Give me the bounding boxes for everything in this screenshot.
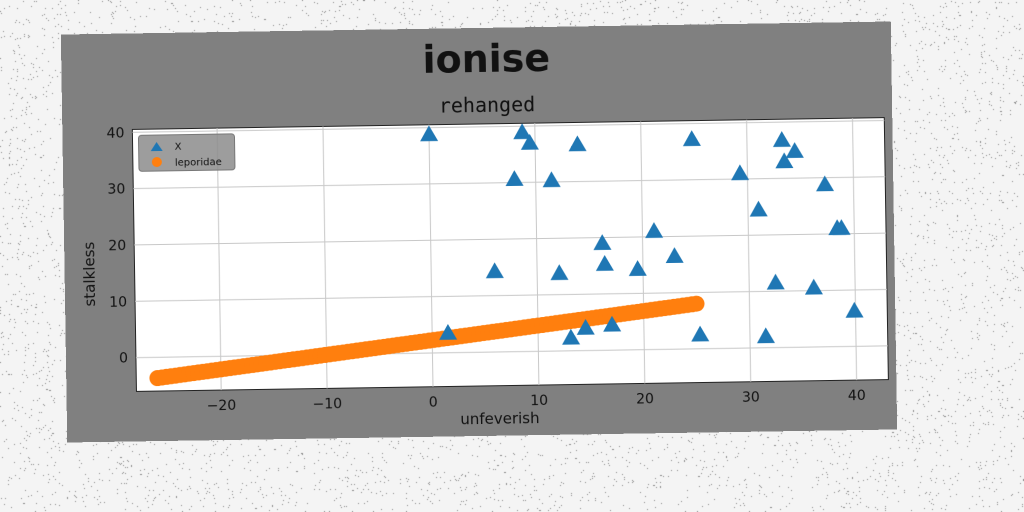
x-tick-label: −10	[312, 396, 342, 412]
x-point	[816, 175, 835, 192]
y-grid-line	[135, 288, 887, 302]
x-point	[513, 123, 532, 140]
x-point	[682, 130, 701, 147]
x-point	[550, 264, 569, 281]
y-grid-line	[134, 232, 887, 246]
x-point	[595, 255, 614, 271]
x-grid-line	[216, 128, 222, 391]
chart-title: ionise	[422, 36, 550, 82]
legend-box	[137, 133, 236, 172]
x-tick-label: 20	[636, 391, 654, 407]
x-point	[756, 327, 775, 344]
x-point	[628, 260, 647, 277]
legend-marker-x	[150, 142, 163, 152]
y-grid-line	[132, 119, 885, 133]
x-point	[420, 125, 439, 142]
y-tick-label: 40	[106, 125, 124, 141]
leporidae-point	[688, 295, 705, 312]
x-tick-label: 30	[742, 390, 760, 406]
x-point	[568, 135, 587, 152]
y-tick-label: 0	[119, 351, 128, 367]
x-point	[562, 328, 581, 345]
y-axis-label: stalkless	[80, 241, 99, 306]
x-point	[832, 219, 851, 236]
x-axis-label: unfeverish	[460, 409, 540, 428]
x-point	[603, 315, 622, 332]
x-point	[439, 323, 458, 340]
x-tick-label: −20	[207, 398, 237, 414]
x-grid-line	[322, 126, 328, 389]
chart-subtitle: rehanged	[439, 92, 536, 118]
x-point	[731, 164, 750, 181]
x-point	[593, 234, 612, 251]
x-point	[775, 152, 794, 169]
x-point	[804, 278, 823, 295]
x-point	[749, 200, 768, 217]
y-tick-label: 20	[108, 238, 126, 254]
tick-labels: −20 −10 0 10 20 30 40 0 10 20 30 40	[106, 125, 866, 414]
y-tick-label: 10	[109, 294, 127, 310]
x-grid-line	[534, 123, 540, 386]
x-point	[485, 262, 504, 279]
chart-svg: ionise rehanged −20 −10 0 10 20 30 40 0 10 20 30 40…	[80, 36, 889, 428]
x-point	[505, 170, 524, 187]
x-point	[766, 273, 785, 290]
x-grid-line	[746, 119, 752, 382]
x-point	[772, 131, 791, 147]
x-grid-line	[851, 118, 858, 381]
plot-area	[131, 117, 889, 392]
y-grid-line	[135, 345, 888, 359]
x-tick-label: 0	[429, 395, 438, 411]
legend-label-x: X	[175, 142, 182, 153]
x-tick-label: 40	[848, 388, 866, 404]
x-point	[542, 171, 561, 188]
x-point	[785, 142, 804, 159]
x-tick-label: 10	[530, 393, 548, 409]
x-point	[665, 247, 684, 264]
x-point	[845, 301, 864, 318]
plot-background	[131, 117, 889, 392]
data-marks	[149, 123, 864, 387]
x-grid-line	[640, 121, 646, 384]
x-point	[576, 318, 595, 335]
legend-label-leporidae: leporidae	[175, 157, 222, 169]
x-point	[645, 222, 664, 239]
chart-figure: ionise rehanged −20 −10 0 10 20 30 40 0 10 20 30 40…	[60, 21, 898, 443]
legend-marker-leporidae	[151, 157, 162, 168]
y-tick-label: 30	[107, 182, 125, 198]
x-point	[520, 133, 539, 150]
x-point	[691, 325, 710, 342]
